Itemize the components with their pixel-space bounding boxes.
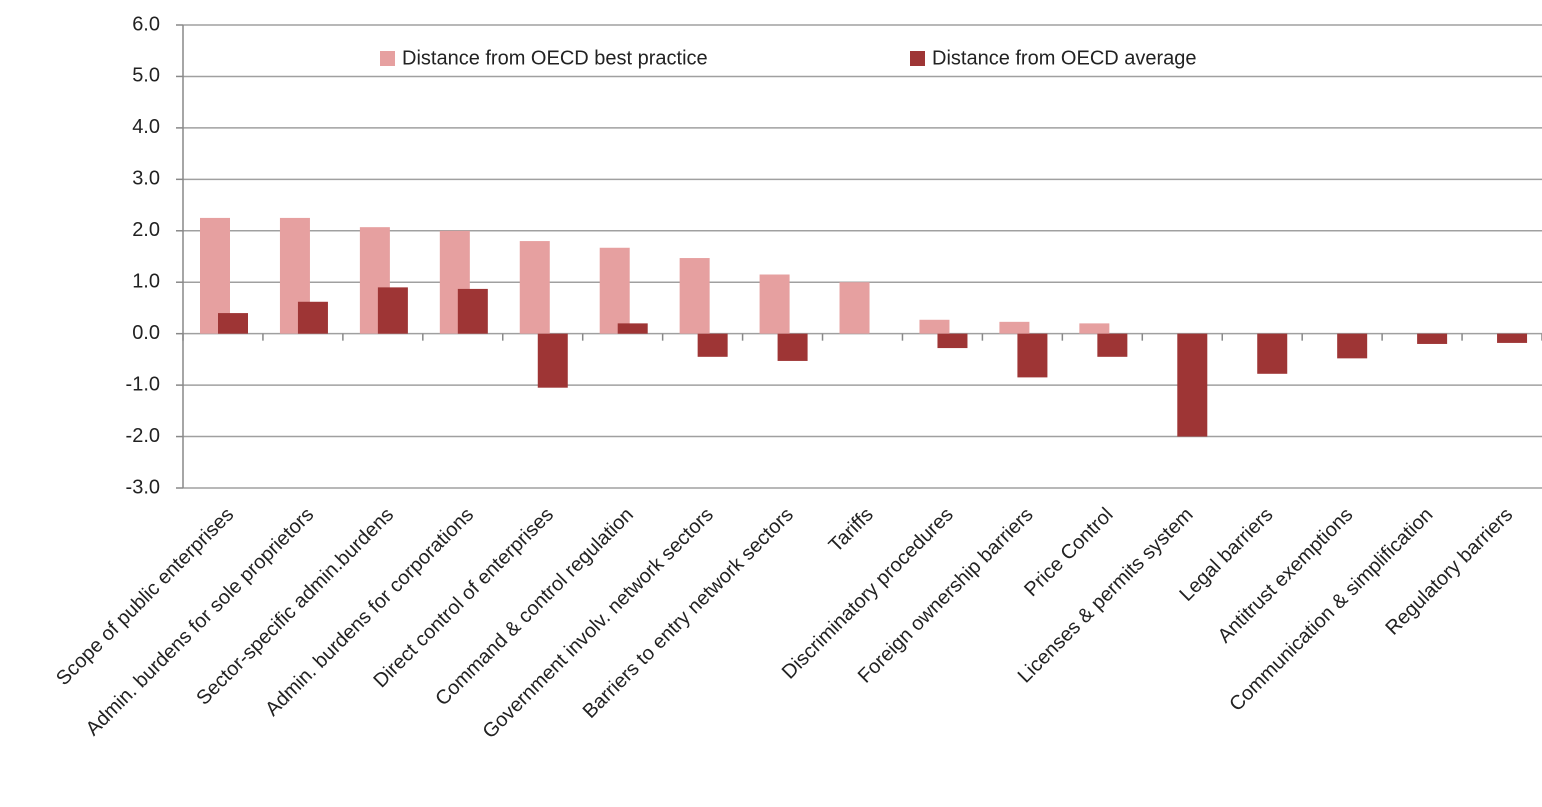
y-tick-label: -3.0 bbox=[126, 476, 160, 498]
y-tick-label: 1.0 bbox=[132, 271, 160, 293]
bar bbox=[937, 333, 968, 349]
x-tick-label: Foreign ownership barriers bbox=[854, 504, 1038, 688]
y-tick-label: -1.0 bbox=[126, 373, 160, 395]
bar bbox=[1417, 333, 1448, 344]
x-tick-label: Antitrust exemptions bbox=[1214, 504, 1358, 648]
y-tick-label: 2.0 bbox=[132, 219, 160, 241]
bar bbox=[537, 333, 568, 388]
legend-swatch bbox=[380, 51, 395, 66]
bar bbox=[999, 321, 1030, 334]
y-tick-label: 6.0 bbox=[132, 13, 160, 35]
y-tick-label: -2.0 bbox=[126, 425, 160, 447]
bar bbox=[1079, 323, 1110, 334]
legend-swatch bbox=[910, 51, 925, 66]
bar bbox=[1497, 333, 1528, 343]
y-tick-label: 4.0 bbox=[132, 116, 160, 138]
bar bbox=[1257, 333, 1288, 374]
bar bbox=[759, 274, 790, 334]
x-tick-label: Tariffs bbox=[825, 504, 878, 557]
bar bbox=[519, 241, 550, 334]
y-tick-label: 5.0 bbox=[132, 65, 160, 87]
bar bbox=[1017, 333, 1048, 378]
x-tick-label: Discriminatory procedures bbox=[778, 504, 958, 684]
bar bbox=[679, 258, 710, 334]
y-tick-label: 3.0 bbox=[132, 168, 160, 190]
bar bbox=[297, 301, 328, 334]
x-tick-label: Licenses & permits system bbox=[1014, 504, 1198, 688]
bar bbox=[697, 333, 728, 357]
y-tick-label: 0.0 bbox=[132, 322, 160, 344]
legend-label: Distance from OECD best practice bbox=[402, 47, 708, 69]
bar bbox=[599, 247, 630, 334]
bar bbox=[617, 323, 648, 334]
bar bbox=[777, 333, 808, 361]
bar bbox=[1097, 333, 1128, 357]
bar bbox=[919, 319, 950, 334]
bar bbox=[839, 282, 870, 334]
bar bbox=[377, 287, 408, 334]
bar bbox=[457, 288, 488, 334]
bar bbox=[1337, 333, 1368, 359]
bar bbox=[1177, 333, 1208, 437]
bar bbox=[218, 313, 248, 334]
legend-label: Distance from OECD average bbox=[932, 47, 1197, 69]
